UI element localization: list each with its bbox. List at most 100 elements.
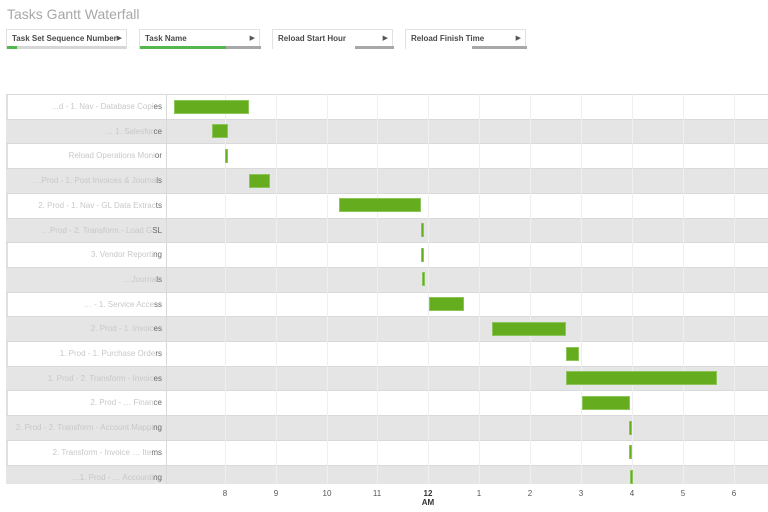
filter-task-set-sequence-number[interactable]: Task Set Sequence Number ▶ xyxy=(6,29,127,49)
gantt-row[interactable]: …d - 1. Nav - Database Copies xyxy=(6,94,768,119)
expand-arrow-icon[interactable]: ▶ xyxy=(249,35,255,42)
x-tick-label: 1 xyxy=(477,489,481,498)
tick-hour: 1 xyxy=(476,489,482,498)
task-label[interactable]: 2. Prod - 1. Nav - GL Data Extracts xyxy=(6,201,166,210)
gridline xyxy=(479,94,480,484)
task-duration-bar[interactable] xyxy=(421,223,424,237)
task-label-text: 2. Prod - 1. Nav - GL Data Extrac xyxy=(38,200,156,210)
x-tick-label: 11 xyxy=(373,489,381,498)
filter-reload-finish-time[interactable]: Reload Finish Time ▶ xyxy=(405,29,527,49)
tick-ampm: AM xyxy=(421,498,435,507)
task-label[interactable]: 3. Vendor Reporting xyxy=(6,250,166,259)
gantt-row[interactable]: 2. Prod - 1. Nav - GL Data Extracts xyxy=(6,192,768,218)
tick-hour: 5 xyxy=(680,489,686,498)
task-label-text: 3. Vendor Reporti xyxy=(90,250,154,260)
tick-hour: 11 xyxy=(372,489,382,498)
gantt-row[interactable]: …Prod - 2. Transform - Load GSL xyxy=(6,217,768,243)
task-label-text: 1. Prod - 1. Purchase Orde xyxy=(59,349,156,358)
filter-label: Task Name xyxy=(145,34,187,43)
task-label-text: … - 1. Service Acce xyxy=(83,299,154,309)
x-tick-label: 12 AM xyxy=(422,489,434,507)
tick-hour: 2 xyxy=(527,489,533,498)
task-label-text: 2. Prod - 2. Transform - Account Mappi xyxy=(15,423,154,433)
tick-hour: 10 xyxy=(322,489,332,498)
task-duration-bar[interactable] xyxy=(339,198,421,213)
gantt-row[interactable]: 3. Vendor Reporting xyxy=(6,242,768,267)
gridline xyxy=(530,94,531,484)
task-label[interactable]: 1. Prod - 1. Purchase Orders xyxy=(6,349,166,358)
x-tick-label: 4 xyxy=(630,489,634,498)
task-label-tail: ng xyxy=(153,472,162,482)
task-label-tail: ls xyxy=(156,176,162,186)
task-duration-bar[interactable] xyxy=(225,148,228,163)
filter-reload-start-hour[interactable]: Reload Start Hour ▶ xyxy=(272,29,394,49)
selection-segment xyxy=(140,46,226,49)
task-label-tail: ng xyxy=(153,423,162,433)
gantt-row[interactable]: … 1. Salesforce xyxy=(6,118,768,144)
task-label-text: 2. Prod - 1. Invoic xyxy=(90,324,154,334)
task-label[interactable]: …1. Prod - … Accounting xyxy=(6,473,166,482)
task-label-text: Reload Operations Moni xyxy=(68,151,155,161)
selection-state-bar xyxy=(7,46,126,49)
task-label[interactable]: … 1. Salesforce xyxy=(6,127,166,136)
filter-label: Reload Finish Time xyxy=(411,34,485,43)
task-duration-bar[interactable] xyxy=(249,173,270,188)
gantt-row[interactable]: …Prod - 1. Post Invoices & Journals xyxy=(6,168,768,194)
task-label[interactable]: …Prod - 2. Transform - Load GSL xyxy=(6,226,166,235)
expand-arrow-icon[interactable]: ▶ xyxy=(382,35,388,42)
filter-task-name[interactable]: Task Name ▶ xyxy=(139,29,261,49)
gantt-row[interactable]: …Journals xyxy=(6,266,768,292)
task-label[interactable]: 1. Prod - 2. Transform - Invoices xyxy=(6,374,166,383)
filter-label: Task Set Sequence Number xyxy=(12,34,117,43)
x-tick-label: 9 xyxy=(274,489,278,498)
gantt-row[interactable]: 2. Transform - Invoice … Items xyxy=(6,439,768,465)
task-label-tail: ng xyxy=(153,250,162,260)
task-label[interactable]: 2. Prod - 1. Invoices xyxy=(6,324,166,333)
task-duration-bar[interactable] xyxy=(629,445,632,460)
gridline xyxy=(377,94,378,484)
task-label[interactable]: …Prod - 1. Post Invoices & Journals xyxy=(6,176,166,185)
task-duration-bar[interactable] xyxy=(429,297,464,312)
selection-segment xyxy=(273,46,355,49)
task-label-text: …d - 1. Nav - Database Copi xyxy=(50,102,154,111)
task-duration-bar[interactable] xyxy=(566,346,579,361)
task-duration-bar[interactable] xyxy=(492,321,566,336)
task-duration-bar[interactable] xyxy=(174,99,249,114)
task-duration-bar[interactable] xyxy=(421,247,424,262)
task-duration-bar[interactable] xyxy=(629,420,632,435)
task-label[interactable]: 2. Prod - … Finance xyxy=(6,398,166,407)
gantt-row[interactable]: 2. Prod - 2. Transform - Account Mapping xyxy=(6,415,768,441)
selection-segment xyxy=(355,46,394,49)
tick-hour: 3 xyxy=(578,489,584,498)
task-label-tail: rs xyxy=(155,349,162,358)
task-duration-bar[interactable] xyxy=(582,395,630,410)
gantt-row[interactable]: 2. Prod - … Finance xyxy=(6,390,768,415)
task-label[interactable]: …Journals xyxy=(6,275,166,284)
gantt-row[interactable]: 1. Prod - 1. Purchase Orders xyxy=(6,341,768,366)
task-label[interactable]: Reload Operations Monior xyxy=(6,151,166,160)
task-label[interactable]: …d - 1. Nav - Database Copies xyxy=(6,102,166,111)
x-tick-label: 5 xyxy=(681,489,685,498)
gantt-row[interactable]: … - 1. Service Access xyxy=(6,291,768,317)
task-duration-bar[interactable] xyxy=(212,124,228,139)
task-label-tail: es xyxy=(153,102,162,111)
expand-arrow-icon[interactable]: ▶ xyxy=(515,35,521,42)
gantt-row[interactable]: 2. Prod - 1. Invoices xyxy=(6,316,768,342)
selection-state-bar xyxy=(406,46,527,49)
task-label[interactable]: 2. Prod - 2. Transform - Account Mapping xyxy=(6,423,166,432)
task-duration-bar[interactable] xyxy=(630,470,633,484)
task-label-text: … 1. Salesfor xyxy=(105,126,154,136)
task-duration-bar[interactable] xyxy=(422,272,425,287)
gridline xyxy=(683,94,684,484)
gantt-row[interactable]: Reload Operations Monior xyxy=(6,143,768,168)
tick-hour: 9 xyxy=(273,489,279,498)
plot-separator xyxy=(166,94,167,484)
task-label[interactable]: … - 1. Service Access xyxy=(6,300,166,309)
task-label-tail: or xyxy=(154,151,162,161)
task-duration-bar[interactable] xyxy=(566,371,717,386)
task-label[interactable]: 2. Transform - Invoice … Items xyxy=(6,448,166,457)
expand-arrow-icon[interactable]: ▶ xyxy=(116,35,122,42)
selection-state-bar xyxy=(140,46,261,49)
gantt-row[interactable]: 1. Prod - 2. Transform - Invoices xyxy=(6,365,768,391)
gantt-row[interactable]: …1. Prod - … Accounting xyxy=(6,464,768,484)
